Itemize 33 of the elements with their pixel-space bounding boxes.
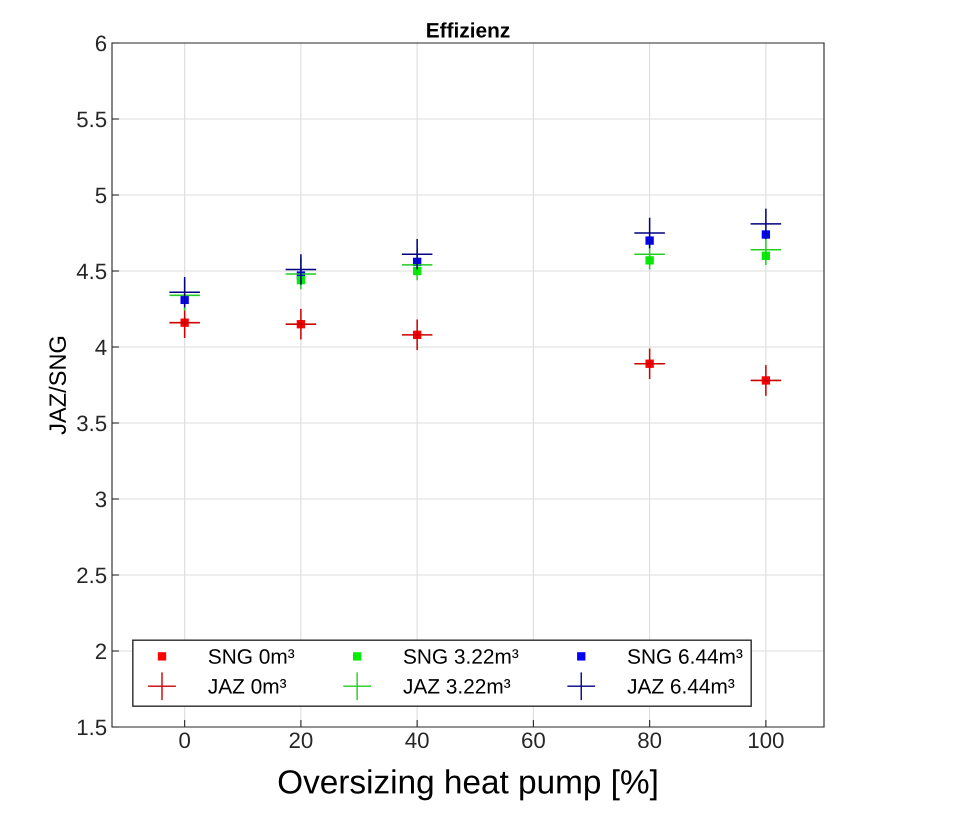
x-tick-label: 80	[638, 732, 662, 748]
y-tick-label: 5.5	[77, 112, 106, 128]
y-tick-label: 4.5	[76, 264, 106, 280]
x-axis-title: Oversizing heat pump [%]	[278, 769, 656, 800]
legend-label: JAZ 0m³	[208, 678, 286, 694]
x-tick-label: 40	[405, 732, 429, 748]
y-tick-label: 4	[95, 340, 106, 356]
point	[402, 320, 432, 350]
point	[750, 208, 782, 240]
y-tick-label: 3.5	[77, 416, 106, 432]
legend-label: SNG 0m³	[208, 649, 294, 664]
point	[286, 308, 316, 340]
legend-label: JAZ 6.44m³	[627, 678, 734, 694]
point	[286, 254, 316, 285]
x-tick-label: 100	[749, 732, 784, 748]
y-axis-title: JAZ/SNG	[48, 336, 66, 434]
x-tick-label: 20	[290, 732, 312, 748]
legend-label: SNG 3.22m³	[404, 649, 518, 664]
x-tick-label: 0	[179, 732, 190, 748]
y-tick-label: 2	[96, 644, 106, 660]
chart-title: Effizienz	[427, 22, 510, 38]
y-tick-label: 6	[96, 36, 106, 52]
y-tick-label: 3	[96, 492, 106, 508]
x-tick-label: 60	[522, 732, 545, 748]
point	[634, 348, 665, 379]
point	[750, 365, 782, 396]
legend-label: JAZ 3.22m³	[403, 678, 510, 694]
legend-label: SNG 6.44m³	[628, 649, 742, 664]
point	[634, 218, 665, 248]
y-tick-label: 5	[96, 188, 106, 204]
y-tick-label: 1.5	[78, 720, 106, 736]
y-tick-label: 2.5	[77, 568, 106, 584]
point	[402, 239, 432, 270]
